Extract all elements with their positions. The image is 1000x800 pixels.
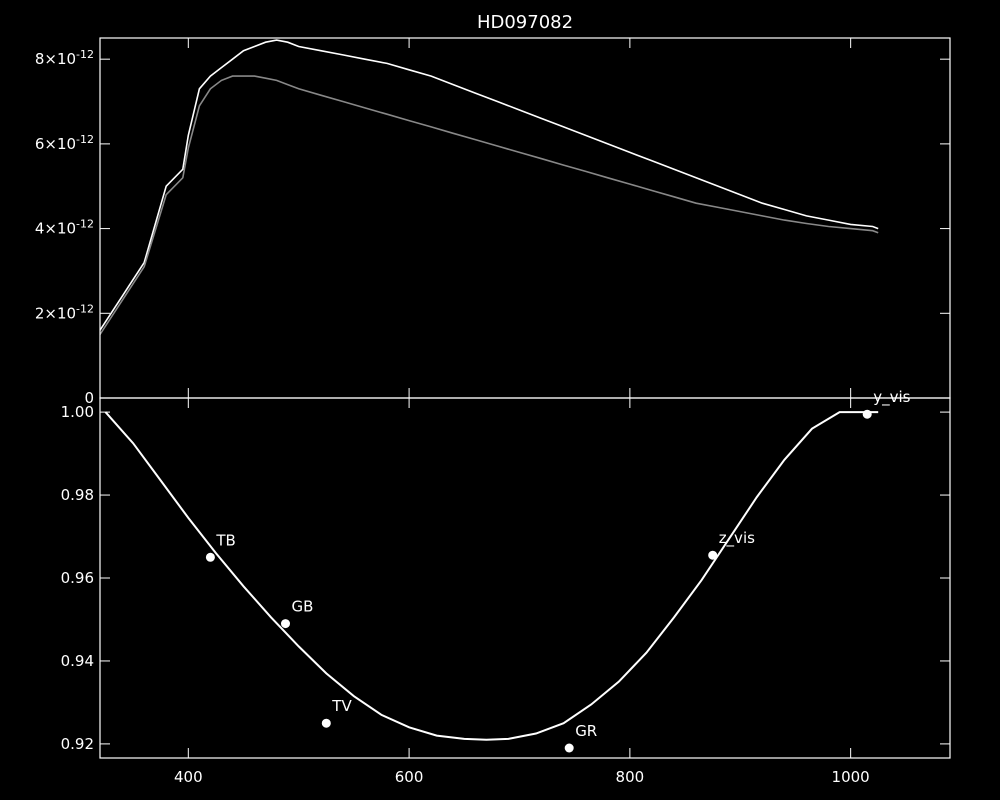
ratio-point-label: TB <box>215 531 235 549</box>
spectrum-y-tick-label: 6×10-12 <box>35 133 94 153</box>
ratio-y-ticks: 0.92 0.94 0.96 0.98 1.00 <box>61 403 950 753</box>
ratio-x-tick-label: 600 <box>395 768 424 786</box>
ratio-fit-curve <box>104 411 879 741</box>
spectrum-y-tick-label-exponent: -12 <box>76 48 94 61</box>
ratio-point-z-vis <box>708 550 718 560</box>
ratio-y-tick-label: 1.00 <box>61 403 94 421</box>
ratio-point-tv <box>321 718 331 728</box>
spectrum-y-tick-label: 4×10-12 <box>35 218 94 238</box>
spectrum-y-tick-label-exponent: -12 <box>76 218 94 231</box>
ratio-x-tick-label: 400 <box>174 768 203 786</box>
ratio-point-label: z_vis <box>719 529 755 548</box>
chart-title: HD097082 <box>477 12 573 33</box>
spectrum-y-tick-label-base: 8×10 <box>35 50 76 68</box>
spectrum-y-tick-label-exponent: -12 <box>76 302 94 315</box>
ratio-x-tick-label: 800 <box>616 768 645 786</box>
spectrum-y-tick-label-exponent: -12 <box>76 133 94 146</box>
spectrum-y-tick-label: 8×10-12 <box>35 48 94 68</box>
ratio-point-gb <box>281 619 290 629</box>
ratio-point-gr <box>564 743 574 753</box>
spectrum-series-2-line <box>99 75 879 335</box>
ratio-point-label: GB <box>292 598 314 616</box>
ratio-y-tick-label: 0.94 <box>61 652 94 670</box>
ratio-x-ticks: 400 600 800 1000 <box>174 398 870 786</box>
ratio-axes-frame <box>99 397 951 759</box>
spectrum-y-ticks: 02×10-124×10-126×10-128×10-12 <box>35 48 950 407</box>
spectrum-y-tick-label: 2×10-12 <box>35 302 94 322</box>
spectrum-y-tick-label-base: 0 <box>84 389 94 407</box>
spectrum-series-1-line <box>99 39 879 331</box>
ratio-y-tick-label: 0.98 <box>61 486 94 504</box>
ratio-x-tick-label: 1000 <box>832 768 870 786</box>
ratio-point-y-vis <box>862 409 872 419</box>
ratio-point-tb <box>205 552 215 562</box>
spectrum-x-ticks <box>187 38 852 398</box>
ratio-point-label: GR <box>575 722 597 740</box>
spectrum-y-tick-label-base: 4×10 <box>35 220 76 238</box>
ratio-y-tick-label: 0.92 <box>61 735 94 753</box>
spectrum-series-group <box>99 39 879 335</box>
spectrum-y-tick-label-base: 6×10 <box>35 135 76 153</box>
ratio-y-tick-label: 0.96 <box>61 569 94 587</box>
spectrum-y-tick-label-base: 2×10 <box>35 304 76 322</box>
ratio-point-label: TV <box>331 697 352 715</box>
ratio-fit-curve-group <box>104 411 879 741</box>
spectrum-y-tick-label: 0 <box>84 389 94 407</box>
